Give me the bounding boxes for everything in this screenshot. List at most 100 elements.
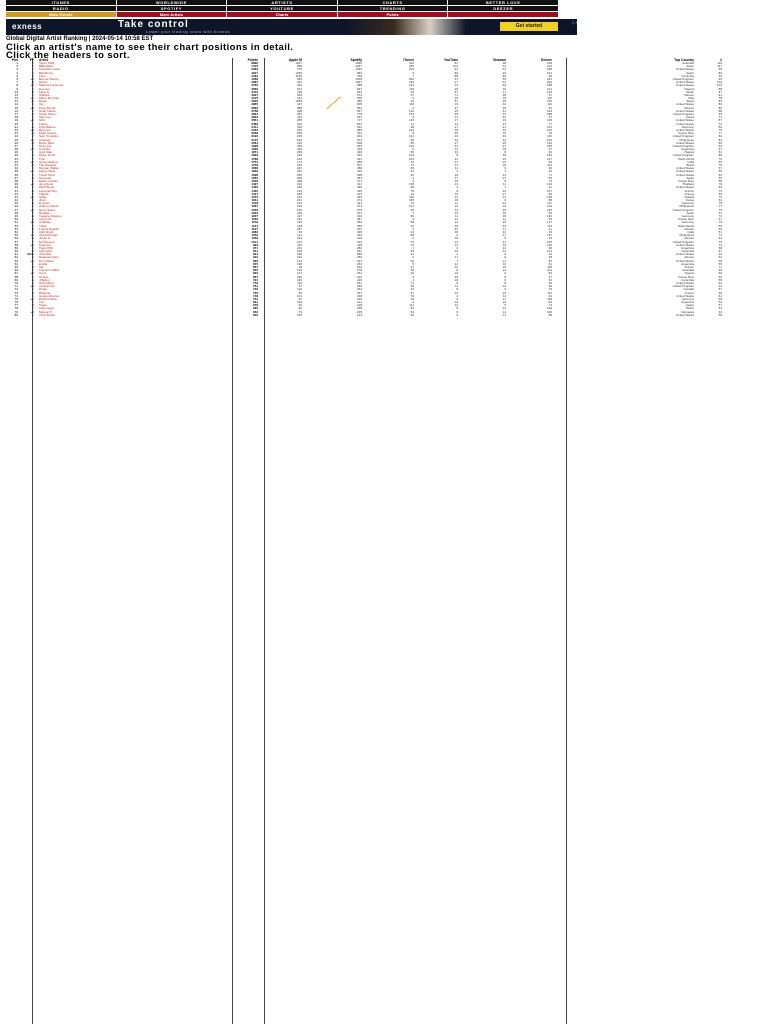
artist-link[interactable]: Artemas [39,138,51,142]
artist-link[interactable]: Chris Brown [39,313,56,317]
artist-link[interactable]: Natanael Cano [39,256,60,260]
artist-link[interactable]: Jung Kook [39,183,54,187]
artist-link[interactable]: Olivia Rodrigo [39,234,58,238]
artist-link[interactable]: Noah Kahan [39,109,56,113]
artist-link[interactable]: Peso Pluma [39,106,56,110]
artist-link[interactable]: Luck Ra [39,148,51,152]
artist-link[interactable]: Imagine Dragons [39,215,62,218]
nav-link[interactable]: BETTER LOVE [448,0,558,5]
artist-link[interactable]: Shakira [39,93,50,97]
artist-link[interactable]: Jimin [39,199,47,203]
column-header-change[interactable]: P+ [29,58,34,62]
artist-link[interactable]: Eminem [39,202,51,206]
artist-link[interactable]: Drake [39,288,48,292]
artist-link[interactable]: Tate Lee [39,116,51,120]
artist-link[interactable]: Feid [39,74,45,78]
nav-link[interactable]: TRENDING [337,6,448,11]
artist-link[interactable]: Rauw [39,100,47,104]
subnav-link[interactable]: Charts [227,12,337,17]
artist-link[interactable]: Post Malone [39,125,56,129]
artist-link[interactable]: Maroon 5 [39,310,52,314]
column-header-youtube[interactable]: YouTube [444,58,458,62]
artist-link[interactable]: Coldplay [39,221,51,225]
subnav-link[interactable]: More Artists [116,12,227,17]
artist-link[interactable]: Emilia [39,262,48,266]
artist-link[interactable]: Lady Gaga [39,307,54,311]
column-header-points[interactable]: Points [247,58,258,62]
artist-link[interactable]: Travis Scott [39,173,55,177]
artist-link[interactable]: Adele [39,195,47,199]
artist-link[interactable]: The Kid LAROI [39,269,60,273]
nav-link[interactable]: SPOTIFY [116,6,227,11]
artist-link[interactable]: Fuerza Regida [39,227,59,231]
artist-link[interactable]: Ayra Starr [39,151,53,155]
subnav-link[interactable]: Points [337,12,448,17]
subnav-link[interactable] [448,12,558,17]
artist-link[interactable]: Sam Tompkins [39,135,59,139]
artist-link[interactable]: Sia [39,266,44,269]
artist-link[interactable]: Benson Boone [39,77,59,81]
nav-link[interactable]: WORLDWIDE [116,0,227,5]
nav-link[interactable]: DEEZER [448,6,558,11]
artist-link[interactable]: Tini [39,301,44,305]
nav-link[interactable]: ITUNES [6,0,116,5]
artist-link[interactable]: Bruno Mars [39,141,55,145]
artist-link[interactable]: Doja Cat [39,243,51,247]
artist-link[interactable]: SZA [39,119,45,123]
artist-link[interactable]: Kanye West [39,170,56,174]
nav-link[interactable]: ARTISTS [227,0,337,5]
ad-cta-button[interactable]: Get started [500,22,558,31]
artist-link[interactable]: Tiakola [39,192,49,196]
artist-link[interactable]: Future [39,122,48,126]
artist-link[interactable]: Tyla [39,157,45,161]
artist-link[interactable]: Karol G [39,90,50,94]
artist-link[interactable]: Taylor Swift [39,62,55,65]
artist-link[interactable]: Bad Bunny [39,71,54,75]
artist-link[interactable]: Eve Ayo [39,87,50,91]
artist-link[interactable]: Marco Bezzola [39,97,59,101]
artist-link[interactable]: Ozuna [39,275,48,279]
nav-link[interactable]: CHARTS [337,0,448,5]
column-header-top-country[interactable]: Top Country [674,58,694,62]
artist-link[interactable]: Morgan Wallen [39,167,60,171]
artist-link[interactable]: Arijit Singh [39,230,54,234]
artist-link[interactable]: Rihanna [39,291,51,295]
artist-link[interactable]: The Weeknd [39,164,56,167]
column-header-artist[interactable]: Artist [39,58,48,62]
subnav-link[interactable]: Main Events [6,12,116,17]
artist-link[interactable]: Anuel AA [39,218,52,222]
column-header-count[interactable]: # [720,58,722,62]
ad-close-icon[interactable]: ▷✕ [572,20,577,25]
artist-link[interactable]: Ariana Grande [39,205,59,209]
artist-link[interactable]: Central Cee [39,285,56,289]
artist-link[interactable]: Tems [39,272,47,276]
artist-link[interactable]: Myles Smith [39,154,56,158]
nav-link[interactable]: YOUTUBE [227,6,337,11]
artist-link[interactable]: Djo [39,103,44,107]
artist-link[interactable]: Tiago PZK [39,246,54,250]
artist-link[interactable]: Tiësto [39,224,48,228]
artist-link[interactable]: Jelly Roll [39,253,52,257]
artist-link[interactable]: David Guetta [39,297,57,301]
artist-link[interactable]: Junior H [39,237,51,241]
artist-link[interactable]: Lana Del Rey [39,189,58,193]
column-header-deezer[interactable]: Deezer [540,58,552,62]
artist-link[interactable]: Billie Eilish [39,65,54,69]
artist-link[interactable]: J Balvin [39,278,50,282]
artist-link[interactable]: Twice [39,304,47,308]
ad-banner[interactable]: exness Take control Lower your trading c… [6,19,577,35]
artist-link[interactable]: Hanumankind [39,160,58,164]
nav-link[interactable]: RADIO [6,6,116,11]
artist-link[interactable]: Eladio Carrión [39,179,59,183]
artist-link[interactable]: Beyoncé [39,128,51,132]
column-header-shazam[interactable]: Shazam [493,58,506,62]
column-header-spotify[interactable]: Spotify [350,58,363,62]
artist-link[interactable]: Rosalía [39,211,50,215]
artist-link[interactable]: Kendrick Lamar [39,68,61,72]
artist-link[interactable]: Don Toliver [39,259,54,263]
artist-link[interactable]: Quevedo [39,176,52,180]
artist-link[interactable]: Teddy Swims [39,113,57,116]
column-header-itunes[interactable]: iTunes [403,58,414,62]
column-header-pos[interactable]: Pos [11,58,18,62]
artist-link[interactable]: Gracie Abrams [39,294,59,298]
